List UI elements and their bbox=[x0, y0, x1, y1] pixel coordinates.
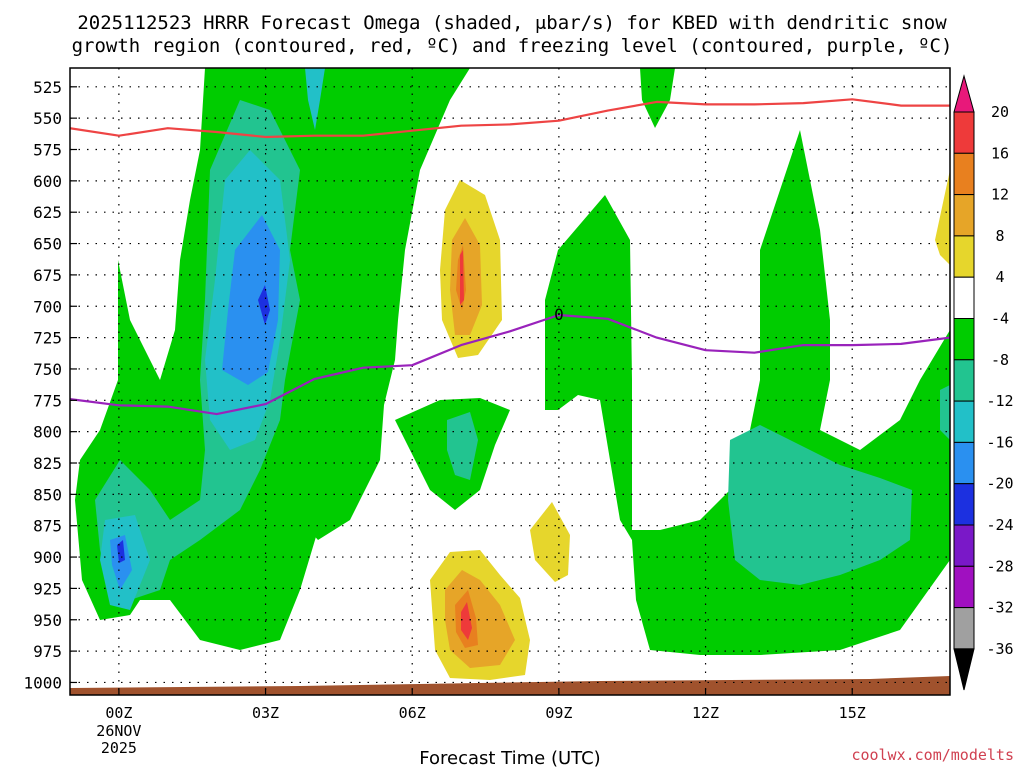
series-line-1 bbox=[70, 313, 950, 416]
colorbar-label: -32 bbox=[986, 599, 1013, 617]
omega-yellow-region-d bbox=[935, 170, 950, 265]
x-tick-label: 00Z bbox=[105, 704, 132, 722]
x-tick-date: 26NOV bbox=[96, 722, 141, 740]
colorbar-bin bbox=[953, 194, 975, 237]
colorbar-label: 16 bbox=[991, 144, 1009, 162]
series-lines: 0 bbox=[70, 98, 950, 416]
y-tick-label: 725 bbox=[33, 329, 62, 348]
colorbar-bin bbox=[953, 441, 975, 485]
omega-green-region-b bbox=[290, 68, 470, 540]
y-tick-label: 700 bbox=[33, 297, 62, 316]
y-axis-ticks: 525 550 575 600 625 650 675 700 725 750 775 800 825 8… bbox=[23, 78, 77, 692]
colorbar-bottom-arrow bbox=[953, 648, 975, 691]
colorbar-label: -12 bbox=[986, 392, 1013, 410]
y-tick-label: 925 bbox=[33, 579, 62, 598]
omega-cyan-region-b bbox=[305, 68, 325, 130]
ground-surface bbox=[70, 676, 950, 695]
omega-green-region-d bbox=[640, 68, 675, 128]
omega-blue-region-a bbox=[222, 215, 280, 385]
omega-blue-region-b bbox=[110, 535, 132, 590]
omega-deepblue-region-b bbox=[117, 540, 125, 563]
y-tick-label: 525 bbox=[33, 78, 62, 97]
colorbar-bin bbox=[953, 152, 975, 196]
colorbar-bin bbox=[953, 359, 975, 402]
chart-title-line2: growth region (contoured, red, ºC) and f… bbox=[72, 35, 953, 57]
x-tick-label: 06Z bbox=[399, 704, 426, 722]
colorbar-label: -8 bbox=[991, 351, 1009, 369]
y-tick-label: 1000 bbox=[23, 673, 62, 692]
omega-red-region-a bbox=[460, 250, 464, 305]
colorbar-label: -28 bbox=[986, 557, 1013, 575]
colorbar-label: 20 bbox=[991, 103, 1009, 121]
y-tick-label: 575 bbox=[33, 141, 62, 160]
colorbar-label: -16 bbox=[986, 433, 1013, 451]
colorbar-top-arrow bbox=[953, 74, 975, 113]
series-line-0 bbox=[70, 98, 950, 139]
y-tick-label: 900 bbox=[33, 548, 62, 567]
y-tick-label: 650 bbox=[33, 235, 62, 254]
x-tick-year: 2025 bbox=[101, 739, 137, 757]
colorbar-bin bbox=[953, 565, 975, 609]
y-tick-label: 950 bbox=[33, 611, 62, 630]
colorbar-bin bbox=[953, 607, 975, 650]
y-tick-label: 800 bbox=[33, 423, 62, 442]
colorbar-bin bbox=[953, 111, 975, 154]
chart-title-line1: 2025112523 HRRR Forecast Omega (shaded, … bbox=[77, 12, 947, 34]
colorbar-bin bbox=[953, 235, 975, 278]
credit-text: coolwx.com/modelts bbox=[851, 746, 1014, 764]
colorbar-label: -20 bbox=[986, 475, 1013, 493]
colorbar-bin bbox=[953, 400, 975, 443]
colorbar-label: -4 bbox=[991, 310, 1009, 328]
colorbar-label: -36 bbox=[986, 640, 1013, 658]
omega-teal-region-b bbox=[728, 425, 912, 585]
y-tick-label: 625 bbox=[33, 203, 62, 222]
y-tick-label: 600 bbox=[33, 172, 62, 191]
colorbar-label: 8 bbox=[995, 227, 1004, 245]
y-tick-label: 975 bbox=[33, 642, 62, 661]
colorbar-label: -24 bbox=[986, 516, 1013, 534]
omega-deepblue-region-a bbox=[258, 285, 270, 325]
y-tick-label: 850 bbox=[33, 485, 62, 504]
y-tick-label: 550 bbox=[33, 109, 62, 128]
y-tick-label: 825 bbox=[33, 454, 62, 473]
y-tick-label: 675 bbox=[33, 266, 62, 285]
colorbar-bin bbox=[953, 276, 975, 320]
colorbar-bin bbox=[953, 483, 975, 526]
omega-yellow-region-c bbox=[530, 502, 570, 582]
y-tick-label: 750 bbox=[33, 360, 62, 379]
omega-teal-region-d bbox=[940, 385, 950, 440]
y-tick-label: 775 bbox=[33, 391, 62, 410]
colorbar-bin bbox=[953, 524, 975, 567]
y-tick-label: 875 bbox=[33, 517, 62, 536]
plot-frame bbox=[69, 67, 951, 696]
colorbar-label: 4 bbox=[995, 268, 1004, 286]
x-axis-label: Forecast Time (UTC) bbox=[419, 748, 600, 768]
colorbar-bin bbox=[953, 318, 975, 361]
x-tick-label: 15Z bbox=[839, 704, 866, 722]
omega-orange-region-a bbox=[450, 218, 482, 335]
x-tick-label: 12Z bbox=[692, 704, 719, 722]
x-tick-label: 09Z bbox=[545, 704, 572, 722]
omega-shading bbox=[70, 68, 950, 695]
freezing-level-label: 0 bbox=[554, 305, 564, 324]
omega-red-region-b bbox=[461, 602, 472, 640]
x-tick-label: 03Z bbox=[252, 704, 279, 722]
colorbar-label: 12 bbox=[991, 186, 1009, 204]
colorbar: 20 16 12 8 4 -4 -8 -12 -16 -20 -24 -28 -32 -36 bbox=[953, 74, 1014, 691]
